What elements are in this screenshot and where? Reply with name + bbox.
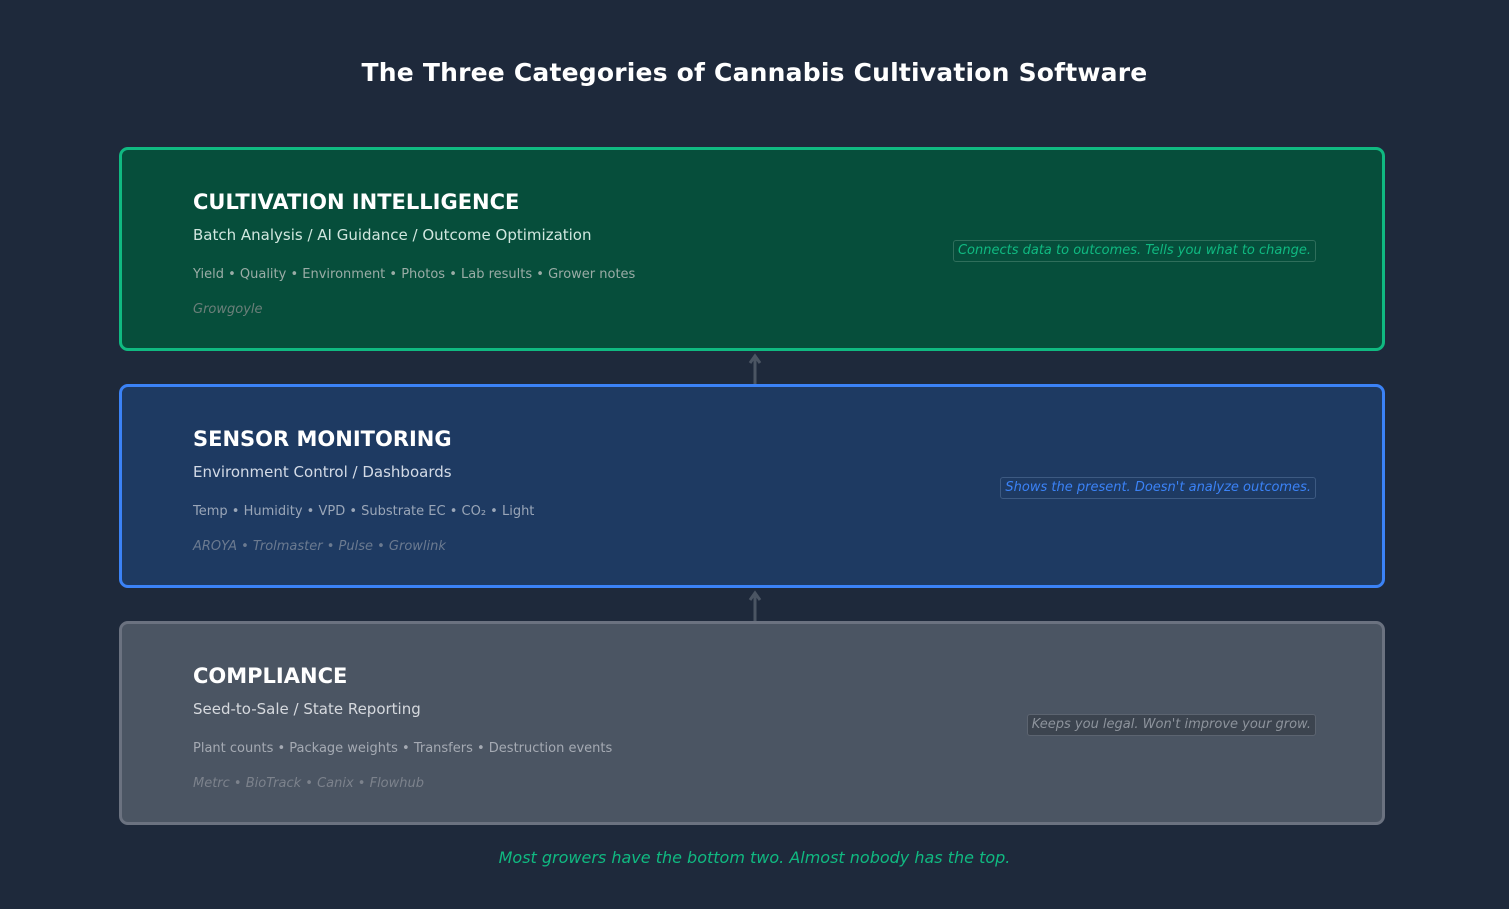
tier-data-items: Plant counts • Package weights • Transfe…	[193, 741, 613, 756]
tier-subtitle: Batch Analysis / AI Guidance / Outcome O…	[193, 226, 592, 244]
tier-title: SENSOR MONITORING	[193, 427, 452, 451]
tier-vendors: Growgoyle	[193, 302, 263, 317]
arrow-head	[748, 590, 762, 601]
tier-title: CULTIVATION INTELLIGENCE	[193, 190, 520, 214]
tier-vendors: AROYA • Trolmaster • Pulse • Growlink	[193, 539, 446, 554]
tier-data-items: Yield • Quality • Environment • Photos •…	[193, 267, 636, 282]
tier-subtitle: Environment Control / Dashboards	[193, 463, 452, 481]
tier-data-items: Temp • Humidity • VPD • Substrate EC • C…	[193, 504, 535, 519]
arrow-head	[748, 353, 762, 364]
tier-cultivation-intelligence: CULTIVATION INTELLIGENCE Batch Analysis …	[119, 147, 1385, 351]
tier-vendors: Metrc • BioTrack • Canix • Flowhub	[193, 776, 424, 791]
tier-sensor-monitoring: SENSOR MONITORING Environment Control / …	[119, 384, 1385, 588]
arrow-up-icon	[748, 353, 762, 388]
arrow-up-icon	[748, 590, 762, 625]
tier-subtitle: Seed-to-Sale / State Reporting	[193, 700, 421, 718]
footer-caption: Most growers have the bottom two. Almost…	[498, 848, 1011, 867]
tier-note-badge: Connects data to outcomes. Tells you wha…	[952, 240, 1316, 262]
tier-note-badge: Shows the present. Doesn't analyze outco…	[1000, 477, 1316, 499]
tier-compliance: COMPLIANCE Seed-to-Sale / State Reportin…	[119, 621, 1385, 825]
tier-note-badge: Keeps you legal. Won't improve your grow…	[1026, 714, 1316, 736]
tier-title: COMPLIANCE	[193, 664, 348, 688]
diagram-title: The Three Categories of Cannabis Cultiva…	[361, 58, 1148, 87]
